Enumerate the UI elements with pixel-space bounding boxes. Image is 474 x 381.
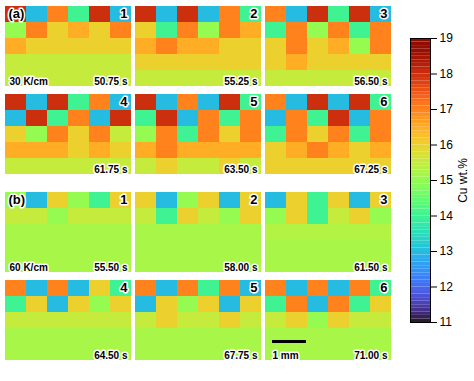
svg-text:30 K/cm: 30 K/cm <box>10 76 48 87</box>
svg-text:17: 17 <box>440 102 454 116</box>
svg-text:61.75 s: 61.75 s <box>94 164 128 175</box>
svg-text:63.50 s: 63.50 s <box>224 164 258 175</box>
svg-text:(a): (a) <box>9 6 25 21</box>
svg-text:3: 3 <box>380 6 387 21</box>
svg-text:1: 1 <box>120 6 127 21</box>
svg-text:5: 5 <box>250 280 257 295</box>
svg-text:16: 16 <box>440 138 454 152</box>
svg-text:11: 11 <box>440 315 453 329</box>
svg-text:1 mm: 1 mm <box>273 350 299 361</box>
svg-text:(b): (b) <box>9 192 26 207</box>
svg-text:4: 4 <box>120 94 128 109</box>
svg-text:18: 18 <box>440 67 454 81</box>
svg-text:5: 5 <box>250 94 257 109</box>
svg-text:2: 2 <box>250 192 257 207</box>
svg-text:15: 15 <box>440 173 454 187</box>
svg-text:67.75 s: 67.75 s <box>224 350 258 361</box>
svg-text:13: 13 <box>440 244 454 258</box>
svg-text:19: 19 <box>440 31 454 45</box>
svg-text:55.25 s: 55.25 s <box>224 76 258 87</box>
svg-text:12: 12 <box>440 280 454 294</box>
svg-text:60 K/cm: 60 K/cm <box>10 262 48 273</box>
svg-text:55.50 s: 55.50 s <box>94 262 128 273</box>
svg-text:3: 3 <box>380 192 387 207</box>
svg-text:58.00 s: 58.00 s <box>224 262 258 273</box>
svg-text:6: 6 <box>380 94 387 109</box>
svg-text:4: 4 <box>120 280 128 295</box>
svg-text:64.50 s: 64.50 s <box>94 350 128 361</box>
svg-text:56.50 s: 56.50 s <box>354 76 388 87</box>
svg-text:50.75 s: 50.75 s <box>94 76 128 87</box>
svg-text:67.25 s: 67.25 s <box>354 164 388 175</box>
svg-text:1: 1 <box>120 192 127 207</box>
svg-text:Cu wt.%: Cu wt.% <box>456 158 470 203</box>
svg-text:14: 14 <box>440 209 454 223</box>
svg-text:61.50 s: 61.50 s <box>354 262 388 273</box>
svg-text:6: 6 <box>380 280 387 295</box>
svg-text:2: 2 <box>250 6 257 21</box>
svg-text:71.00 s: 71.00 s <box>354 350 388 361</box>
